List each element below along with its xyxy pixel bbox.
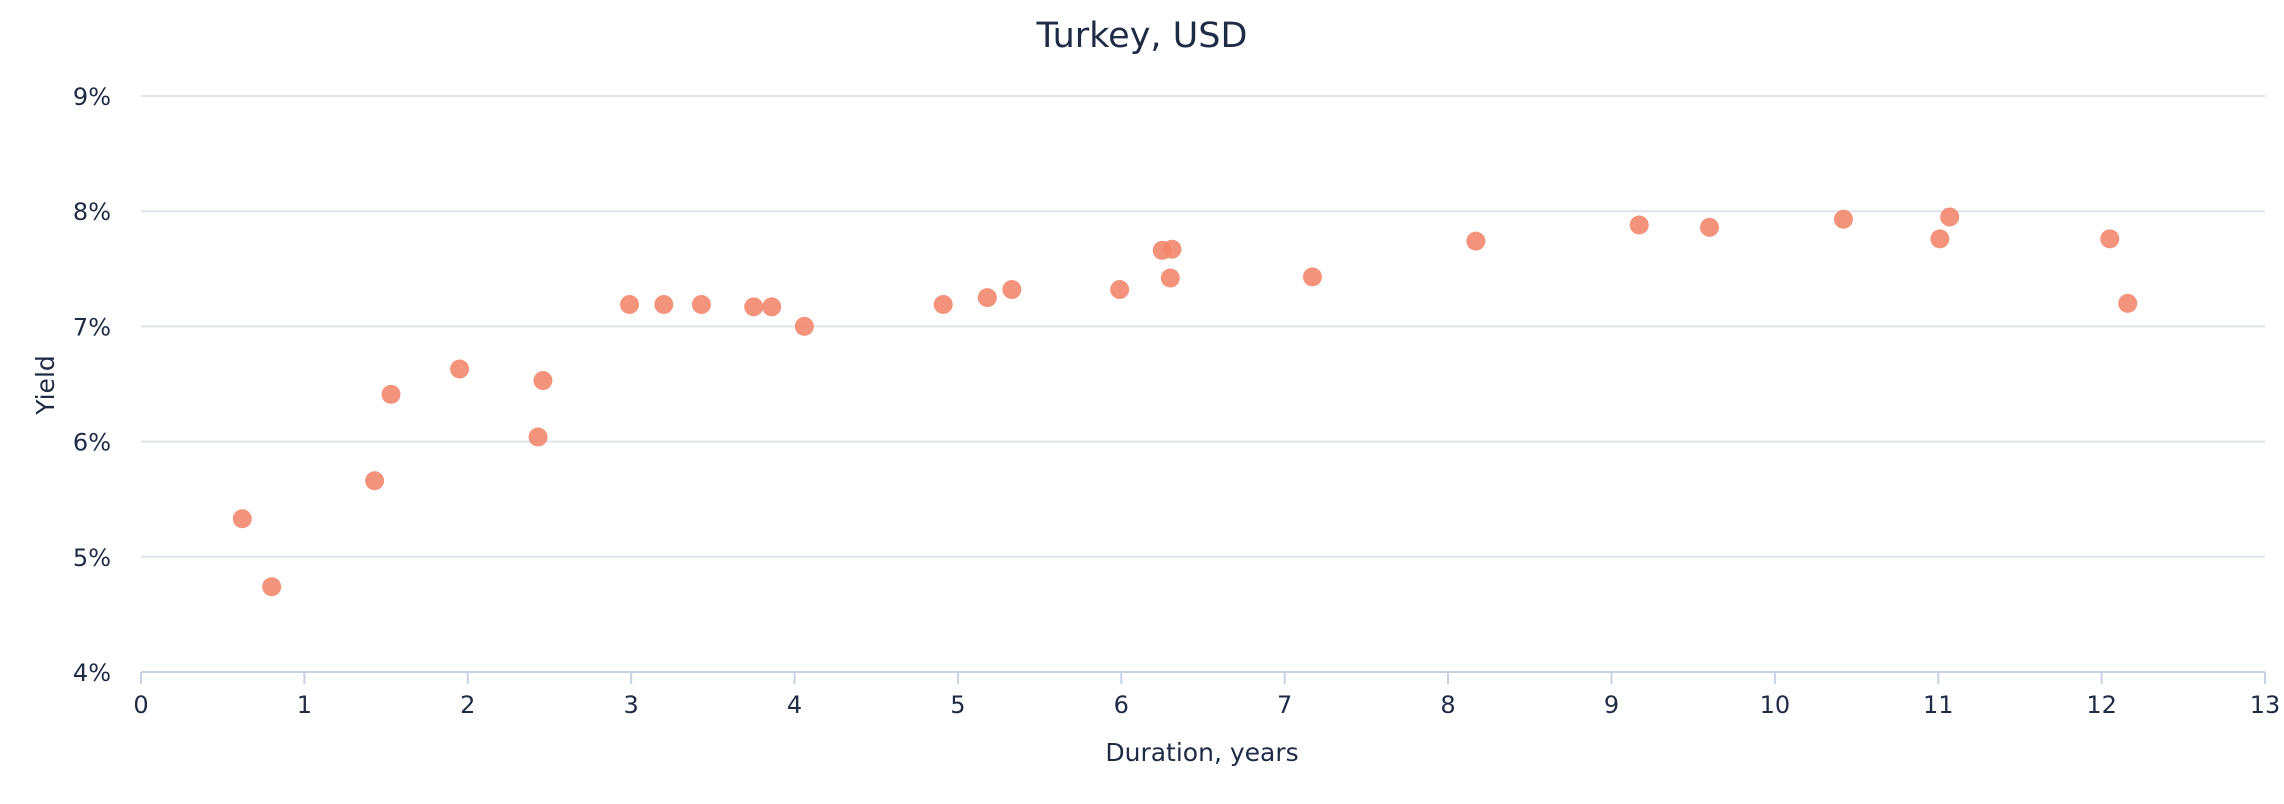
x-tick-label: 5 [950,691,965,719]
data-point[interactable] [1002,280,1022,300]
data-point[interactable] [691,295,711,315]
x-tick-label: 6 [1114,691,1129,719]
x-tick-label: 10 [1760,691,1791,719]
data-point[interactable] [762,297,782,317]
x-tick-label: 7 [1277,691,1292,719]
y-tick-label: 9% [73,83,111,111]
data-point[interactable] [794,316,814,336]
data-point[interactable] [262,577,282,597]
data-point[interactable] [1160,268,1180,288]
data-point[interactable] [744,297,764,317]
x-tick-label: 11 [1923,691,1954,719]
x-tick-label: 3 [624,691,639,719]
data-point[interactable] [533,371,553,391]
data-point[interactable] [381,384,401,404]
data-point[interactable] [2118,293,2138,313]
data-point[interactable] [450,359,470,379]
y-tick-label: 4% [73,659,111,687]
data-point[interactable] [1699,217,1719,237]
y-tick-label: 5% [73,544,111,572]
axis-layer: 4%5%6%7%8%9%0 1 2 3 4 5 6 7 8 9 10 11 12 13 [73,83,2280,719]
data-point[interactable] [1466,231,1486,251]
data-point[interactable] [1110,280,1130,300]
y-tick-label: 8% [73,198,111,226]
data-point[interactable] [1833,209,1853,229]
chart-title: Turkey, USD [1036,16,1248,56]
data-point[interactable] [2100,229,2120,249]
x-tick-label: 4 [787,691,802,719]
data-point[interactable] [977,288,997,308]
data-point[interactable] [620,295,640,315]
data-point[interactable] [365,471,385,491]
x-tick-label: 12 [2086,691,2117,719]
data-point[interactable] [232,509,252,529]
data-point[interactable] [1940,207,1960,227]
x-tick-label: 13 [2250,691,2281,719]
x-tick-label: 0 [133,691,148,719]
x-tick-label: 1 [297,691,312,719]
y-axis-label: Yield [31,355,60,416]
data-point[interactable] [528,427,548,447]
x-tick-label: 2 [460,691,475,719]
x-axis-label: Duration, years [1105,738,1298,767]
data-point[interactable] [933,295,953,315]
data-point[interactable] [1162,239,1182,259]
y-tick-label: 7% [73,313,111,341]
grid-layer [141,95,2265,558]
data-point[interactable] [1302,267,1322,287]
x-tick-label: 9 [1604,691,1619,719]
points-layer [232,207,2138,597]
data-point[interactable] [1629,215,1649,235]
x-tick-label: 8 [1440,691,1455,719]
data-point[interactable] [1930,229,1950,249]
y-tick-label: 6% [73,429,111,457]
data-point[interactable] [654,295,674,315]
